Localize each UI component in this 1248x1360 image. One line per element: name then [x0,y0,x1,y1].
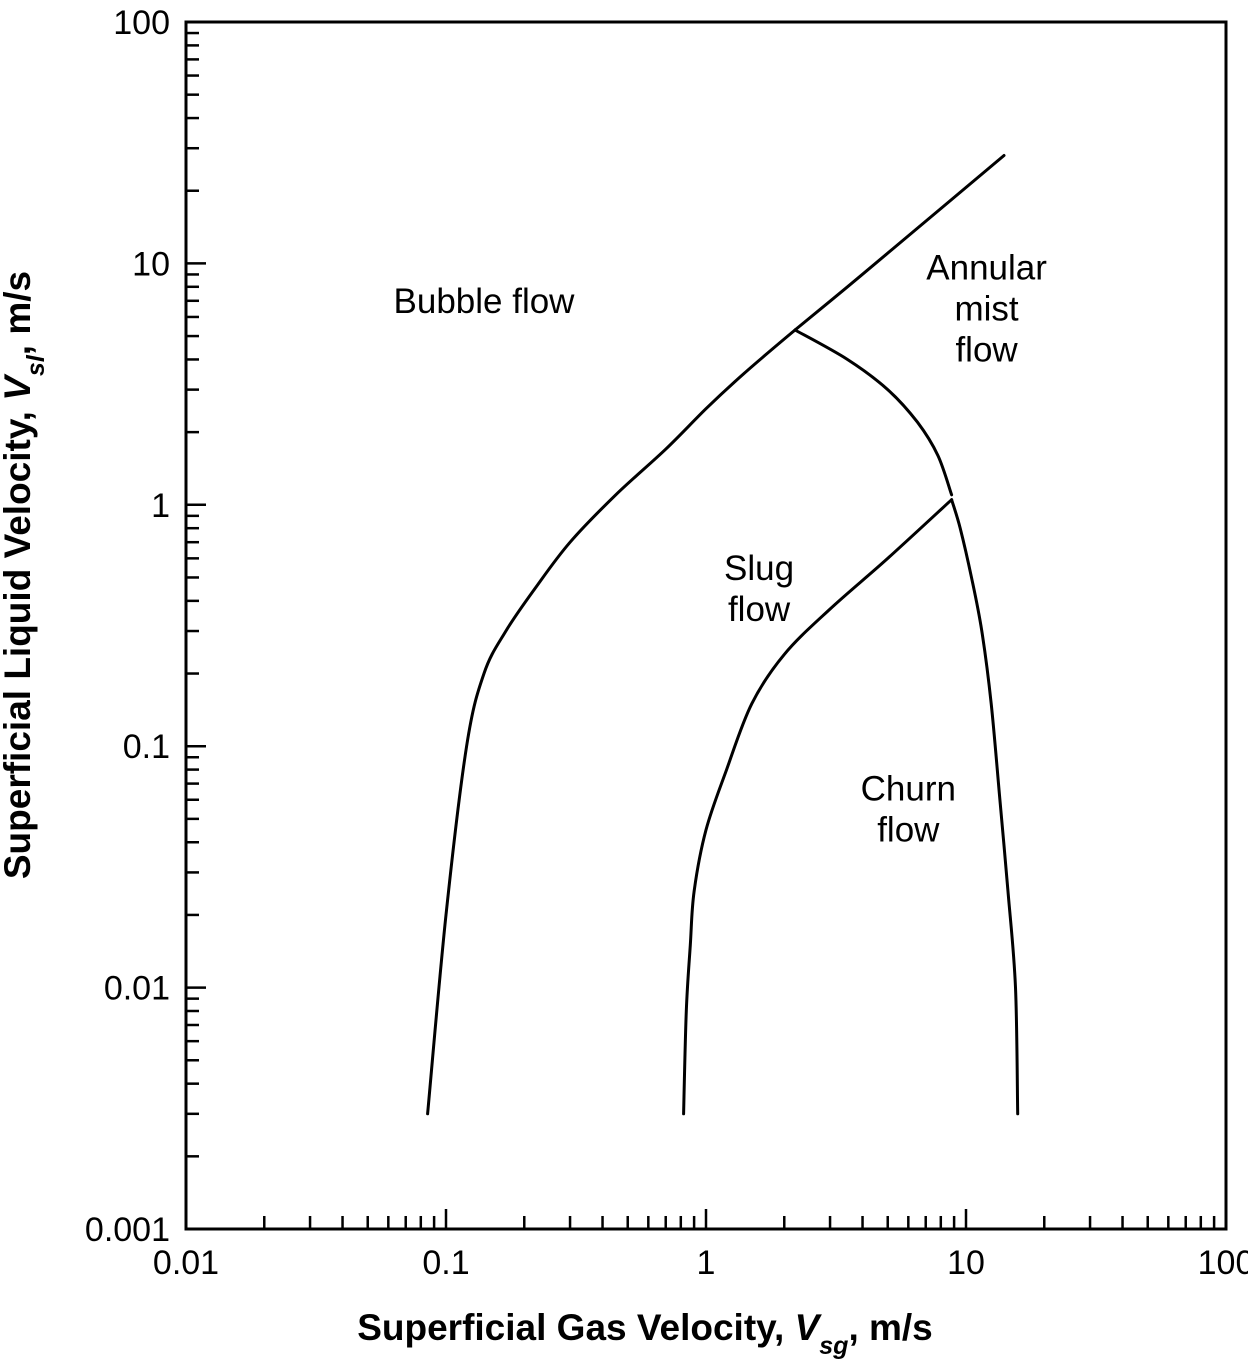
churn-flow-label: Churn flow [861,769,956,849]
x-tick-label: 0.01 [153,1244,219,1282]
axis-ticks [184,31,1216,1231]
y-tick-labels: 0.001 0.01 0.1 1 10 100 [85,4,170,1249]
plot-frame [184,20,1228,1231]
regime-labels: Bubble flow Slug flow Annular mist flow Churn f… [394,249,1048,850]
x-tick-labels: 0.01 0.1 1 10 100 [153,1244,1248,1282]
x-tick-label: 0.1 [422,1244,469,1282]
bubble-flow-label: Bubble flow [394,282,576,321]
bubble-slug-boundary [426,328,797,1116]
churn-annular-boundary [950,498,1020,1116]
y-tick-label: 100 [113,4,170,42]
regime-boundaries [426,154,1020,1116]
y-tick-label: 0.001 [85,1211,170,1249]
bubble-annular-boundary [793,154,1006,332]
y-tick-label: 10 [132,245,170,283]
y-tick-label: 1 [151,487,170,525]
y-axis-title: Superficial Liquid Velocity, Vsl, m/s [0,271,50,879]
annular-mist-flow-label: Annular mist flow [926,249,1047,370]
x-axis-title: Superficial Gas Velocity, Vsg, m/s [357,1307,933,1360]
x-tick-label: 10 [947,1244,985,1282]
slug-annular-boundary [793,328,954,497]
slug-flow-label: Slug flow [724,549,794,629]
x-tick-label: 1 [697,1244,716,1282]
y-tick-label: 0.01 [104,970,170,1008]
slug-churn-boundary [682,498,954,1116]
y-tick-label: 0.1 [123,728,170,766]
x-tick-label: 100 [1198,1244,1248,1282]
